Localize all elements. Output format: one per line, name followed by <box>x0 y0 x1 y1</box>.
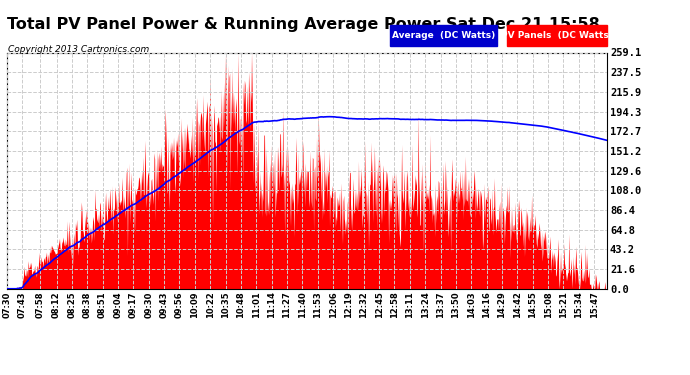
Text: Average  (DC Watts): Average (DC Watts) <box>392 31 495 40</box>
Text: PV Panels  (DC Watts): PV Panels (DC Watts) <box>501 31 613 40</box>
Text: Total PV Panel Power & Running Average Power Sat Dec 21 15:58: Total PV Panel Power & Running Average P… <box>7 17 600 32</box>
Text: Copyright 2013 Cartronics.com: Copyright 2013 Cartronics.com <box>8 45 150 54</box>
